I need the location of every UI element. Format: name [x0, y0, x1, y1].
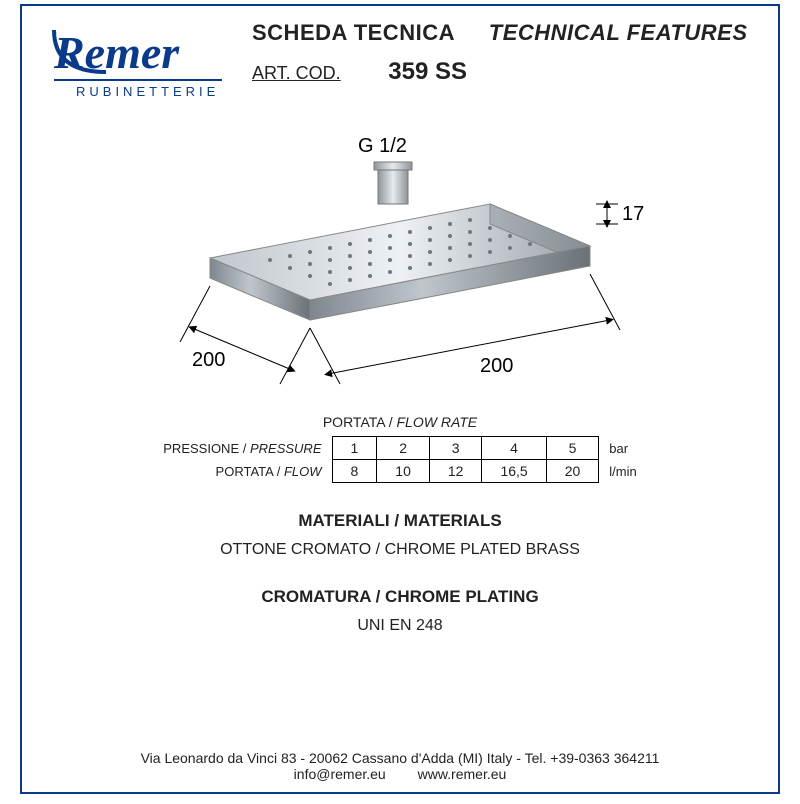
title-block: SCHEDA TECNICA TECHNICAL FEATURES ART. C…	[252, 20, 752, 86]
footer-address: Via Leonardo da Vinci 83 - 20062 Cassano…	[22, 750, 778, 766]
plating-heading: CROMATURA / CHROME PLATING	[48, 587, 752, 607]
pressure-cell: 1	[332, 437, 377, 460]
diagram-height: 17	[622, 203, 644, 225]
header: Remer RUBINETTERIE SCHEDA TECNICA TECHNI…	[48, 20, 752, 110]
brand-subtext: RUBINETTERIE	[76, 84, 219, 99]
plating-value: UNI EN 248	[48, 617, 752, 635]
footer: Via Leonardo da Vinci 83 - 20062 Cassano…	[22, 750, 778, 782]
title-it: SCHEDA TECNICA	[252, 20, 454, 45]
flow-row-label: PORTATA / FLOW	[145, 460, 332, 483]
pressure-unit: bar	[599, 437, 655, 460]
art-label: ART. COD.	[252, 63, 341, 83]
brand-logo: Remer RUBINETTERIE	[48, 20, 228, 110]
diagram-depth: 200	[192, 349, 225, 371]
pressure-cell: 3	[429, 437, 482, 460]
diagram-conn-label: G 1/2	[358, 135, 407, 157]
pressure-cell: 2	[377, 437, 430, 460]
title-en: TECHNICAL FEATURES	[489, 20, 748, 45]
pressure-row-label: PRESSIONE / PRESSURE	[145, 437, 332, 460]
datasheet-page: Remer RUBINETTERIE SCHEDA TECNICA TECHNI…	[20, 4, 780, 794]
flow-cell: 10	[377, 460, 430, 483]
flow-rate-table: PRESSIONE / PRESSURE 1 2 3 4 5 bar PORTA…	[145, 436, 654, 483]
footer-email: info@remer.eu	[294, 766, 386, 782]
table-row: PORTATA / FLOW 8 10 12 16,5 20 l/min	[145, 460, 654, 483]
flow-unit: l/min	[599, 460, 655, 483]
flow-cell: 16,5	[482, 460, 546, 483]
product-diagram: G 1/2 17	[48, 128, 752, 408]
flow-table-title: PORTATA / FLOW RATE	[48, 414, 752, 430]
flow-cell: 20	[546, 460, 599, 483]
table-row: PRESSIONE / PRESSURE 1 2 3 4 5 bar	[145, 437, 654, 460]
materials-heading: MATERIALI / MATERIALS	[48, 511, 752, 531]
flow-cell: 12	[429, 460, 482, 483]
pressure-cell: 5	[546, 437, 599, 460]
materials-value: OTTONE CROMATO / CHROME PLATED BRASS	[48, 541, 752, 559]
pressure-cell: 4	[482, 437, 546, 460]
diagram-width: 200	[480, 355, 513, 377]
footer-web: www.remer.eu	[418, 766, 507, 782]
flow-cell: 8	[332, 460, 377, 483]
svg-text:Remer: Remer	[53, 27, 180, 78]
art-code: 359 SS	[388, 58, 467, 85]
